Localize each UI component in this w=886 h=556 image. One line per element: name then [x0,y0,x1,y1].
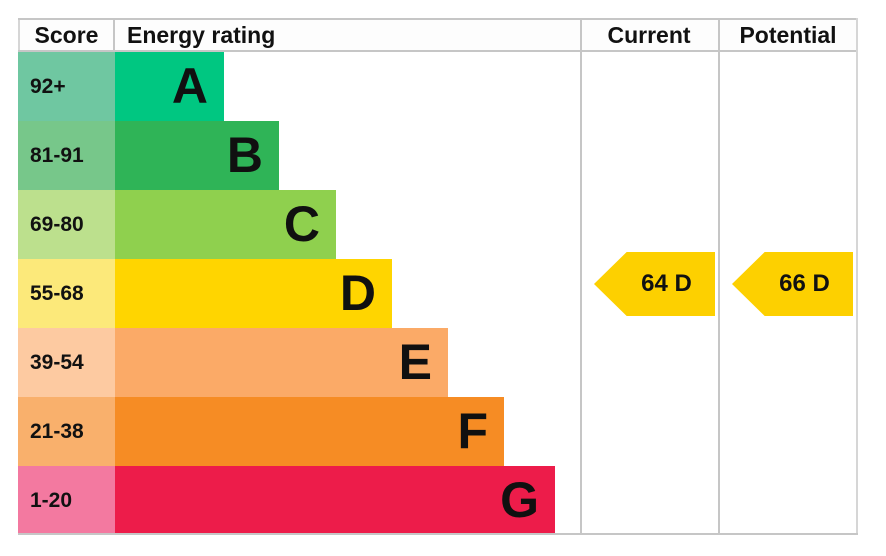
band-row-g: 1-20 G [18,466,858,535]
score-column-header: Score [18,20,115,50]
potential-column-header: Potential [739,22,837,48]
band-letter-b: B [226,127,263,183]
table-header: Score Energy rating Current Potential [18,18,858,52]
band-bar-c: C [115,190,336,259]
energy-rating-column-header: Energy rating [127,22,276,48]
band-bar-a: A [115,52,224,121]
band-row-b: 81-91 B [18,121,858,190]
current-column-header: Current [607,22,691,48]
band-row-e: 39-54 E [18,328,858,397]
score-range-b: 81-91 [18,121,115,190]
band-letter-d: D [339,265,376,321]
table-bottom-border [18,533,858,535]
band-rows: 92+ A 81-91 B 69-80 C 55-68 D 39-54 E 21… [18,52,858,535]
band-letter-g: G [500,472,539,528]
band-bar-g: G [115,466,555,535]
band-row-a: 92+ A [18,52,858,121]
band-letter-e: E [398,334,432,390]
band-bar-d: D [115,259,392,328]
band-bar-b: B [115,121,279,190]
band-bar-f: F [115,397,504,466]
band-row-d: 55-68 D [18,259,858,328]
band-bar-e: E [115,328,448,397]
band-row-f: 21-38 F [18,397,858,466]
score-range-d: 55-68 [18,259,115,328]
score-range-e: 39-54 [18,328,115,397]
score-range-a: 92+ [18,52,115,121]
score-range-f: 21-38 [18,397,115,466]
band-row-c: 69-80 C [18,190,858,259]
band-letter-f: F [457,403,488,459]
score-range-c: 69-80 [18,190,115,259]
band-letter-a: A [171,58,208,114]
score-range-g: 1-20 [18,466,115,535]
band-letter-c: C [283,196,320,252]
